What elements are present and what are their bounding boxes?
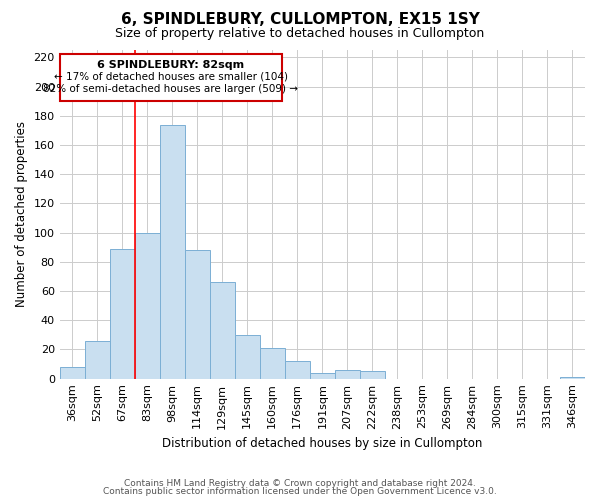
Text: Size of property relative to detached houses in Cullompton: Size of property relative to detached ho… (115, 28, 485, 40)
Bar (360, 372, 385, 378)
Text: 6, SPINDLEBURY, CULLOMPTON, EX15 1SY: 6, SPINDLEBURY, CULLOMPTON, EX15 1SY (121, 12, 479, 28)
Text: Contains HM Land Registry data © Crown copyright and database right 2024.: Contains HM Land Registry data © Crown c… (124, 478, 476, 488)
Bar (160, 124, 185, 378)
Bar (185, 250, 210, 378)
Text: ← 17% of detached houses are smaller (104): ← 17% of detached houses are smaller (10… (54, 72, 288, 82)
Bar (560, 377, 585, 378)
Bar (310, 373, 335, 378)
X-axis label: Distribution of detached houses by size in Cullompton: Distribution of detached houses by size … (162, 437, 482, 450)
Y-axis label: Number of detached properties: Number of detached properties (15, 122, 28, 308)
Bar (285, 361, 310, 378)
Bar (59, 54, 283, 101)
Bar (335, 370, 360, 378)
Bar (110, 248, 135, 378)
Text: 82% of semi-detached houses are larger (509) →: 82% of semi-detached houses are larger (… (43, 84, 298, 94)
Bar (135, 232, 160, 378)
Bar (210, 282, 235, 378)
Bar (235, 335, 260, 378)
Text: Contains public sector information licensed under the Open Government Licence v3: Contains public sector information licen… (103, 487, 497, 496)
Bar (260, 348, 285, 378)
Bar (59, 367, 85, 378)
Text: 6 SPINDLEBURY: 82sqm: 6 SPINDLEBURY: 82sqm (97, 60, 245, 70)
Bar (85, 340, 110, 378)
